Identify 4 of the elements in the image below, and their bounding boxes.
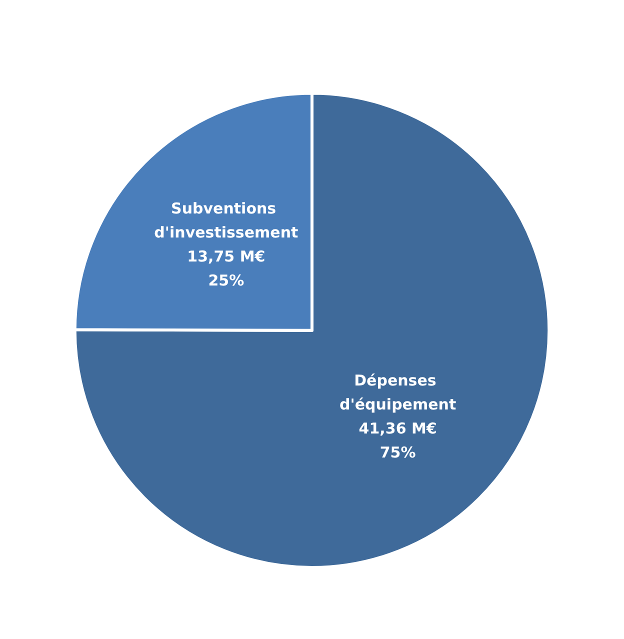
slice-label: Subventions d'investissement bbox=[154, 199, 298, 242]
data-label: 13,75 M€ 25% bbox=[187, 247, 266, 290]
slice-label: Dépenses d'équipement bbox=[340, 371, 456, 414]
data-label: 41,36 M€ 75% bbox=[358, 419, 437, 462]
